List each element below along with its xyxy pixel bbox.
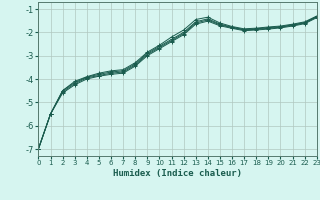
X-axis label: Humidex (Indice chaleur): Humidex (Indice chaleur) (113, 169, 242, 178)
